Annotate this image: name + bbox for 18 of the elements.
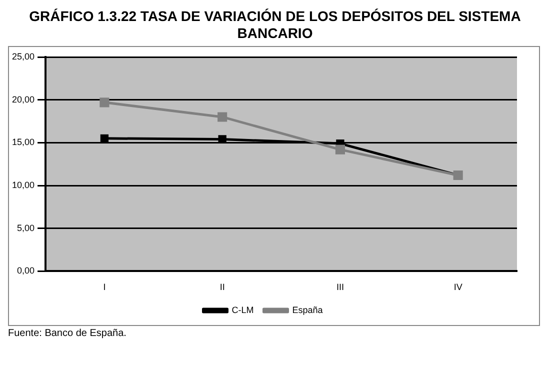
point	[100, 134, 109, 142]
y-tick-label: 15,00	[12, 137, 35, 148]
x-tick-label: IV	[454, 282, 462, 292]
source-note: Fuente: Banco de España.	[8, 328, 128, 339]
chart-title: GRÁFICO 1.3.22 TASA DE VARIACIÓN DE LOS DEPÓSITOS DEL SISTEMA BANCARIO	[28, 8, 522, 42]
legend-label: C-LM	[232, 304, 254, 315]
x-tick-label: III	[336, 282, 344, 292]
x-tick-label: I	[103, 282, 106, 292]
point	[100, 98, 110, 108]
legend-label: España	[292, 304, 323, 315]
y-tick-label: 5,00	[16, 222, 35, 233]
y-tick-label: 20,00	[12, 94, 35, 104]
y-tick-label: 10,00	[12, 180, 35, 190]
y-tick-label: 25,00	[12, 51, 35, 62]
point	[218, 112, 228, 122]
point	[335, 144, 345, 154]
y-tick-label: 0,00	[16, 266, 35, 276]
x-tick-label: II	[220, 282, 225, 292]
